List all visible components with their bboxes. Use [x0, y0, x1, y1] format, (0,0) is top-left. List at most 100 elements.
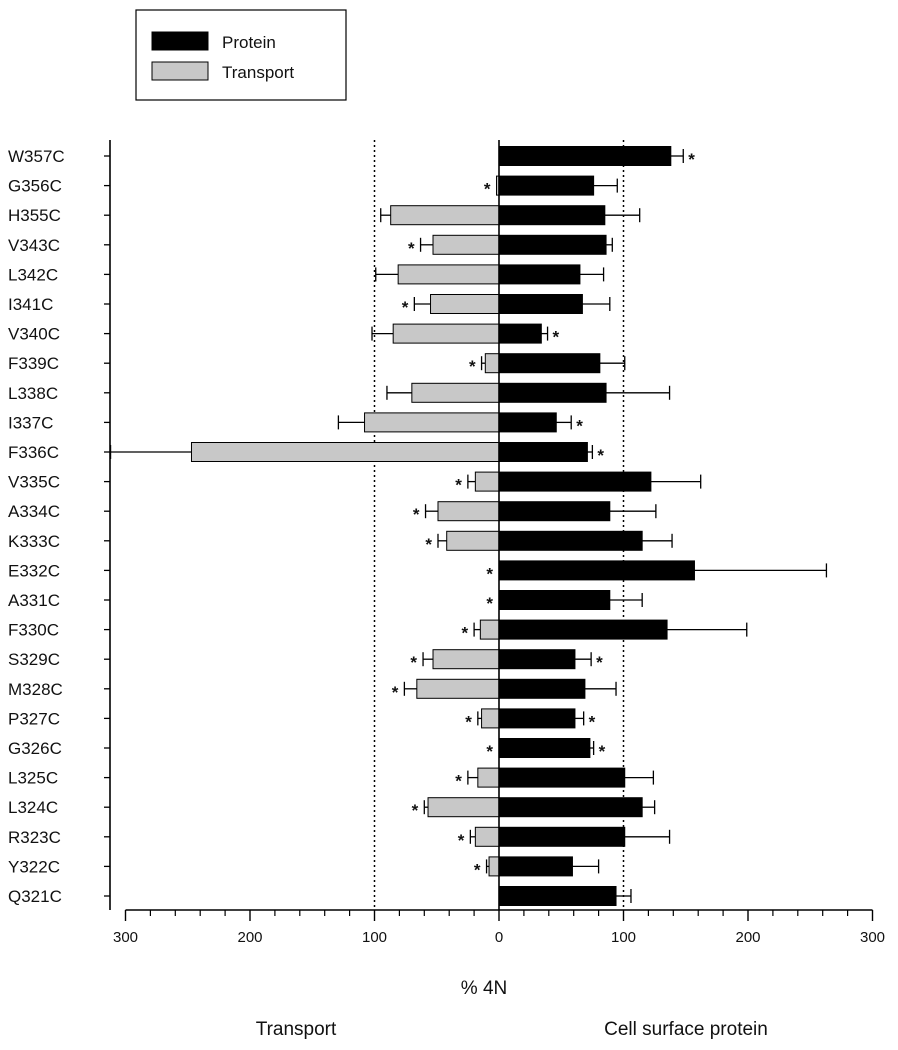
transport-significance-marker: * [474, 860, 481, 879]
category-label: E332C [8, 561, 60, 580]
category-label: K333C [8, 532, 60, 551]
transport-significance-marker: * [484, 180, 491, 199]
x-tick-label: 300 [860, 929, 885, 946]
protein-bar [498, 678, 586, 699]
transport-significance-marker: * [469, 357, 476, 376]
category-label: A331C [8, 591, 60, 610]
category-labels: W357C G356C H355C V343C L342C I341C V340C F339C… [8, 147, 65, 906]
transport-significance-marker: * [465, 712, 472, 731]
transport-significance-marker: * [392, 683, 399, 702]
protein-bar [498, 619, 668, 640]
category-label: S329C [8, 650, 60, 669]
category-label: V343C [8, 236, 60, 255]
protein-significance-marker: * [597, 446, 604, 465]
transport-bar [481, 708, 500, 729]
transport-significance-marker: * [402, 298, 409, 317]
category-label: P327C [8, 709, 60, 728]
category-label: Q321C [8, 887, 62, 906]
protein-bar [498, 797, 643, 818]
protein-bar [498, 294, 583, 314]
transport-significance-marker: * [410, 653, 417, 672]
transport-bar [474, 826, 500, 847]
protein-bar [498, 530, 643, 551]
category-label: Y322C [8, 857, 60, 876]
protein-significance-marker: * [688, 150, 695, 169]
protein-bar [498, 175, 595, 196]
protein-bar [498, 412, 557, 433]
transport-bar [484, 353, 500, 374]
transport-significance-marker: * [486, 742, 493, 761]
protein-significance-marker: * [596, 653, 603, 672]
legend-label-protein: Protein [222, 33, 276, 52]
category-label: G356C [8, 177, 62, 196]
protein-bar [498, 649, 576, 670]
transport-bar [411, 382, 500, 403]
protein-bar [498, 323, 542, 344]
transport-bar [479, 619, 500, 640]
transport-significance-marker: * [486, 594, 493, 613]
category-label: M328C [8, 680, 63, 699]
category-label: F339C [8, 354, 59, 373]
transport-bar [432, 234, 500, 255]
transport-bar [432, 649, 500, 670]
transport-significance-marker: * [455, 772, 462, 791]
category-label: R323C [8, 828, 61, 847]
category-label: F336C [8, 443, 59, 462]
x-tick-label: 100 [611, 929, 636, 946]
axes: 300 200 100 0 100 200 300 [104, 140, 885, 946]
legend: Protein Transport [135, 9, 347, 101]
protein-significance-marker: * [599, 742, 606, 761]
legend-swatch-protein [151, 31, 209, 51]
transport-bar [397, 264, 500, 285]
transport-bar [437, 501, 500, 522]
protein-bar [498, 767, 626, 788]
category-label: I337C [8, 413, 53, 432]
category-label: L325C [8, 769, 58, 788]
transport-significance-marker: * [413, 505, 420, 524]
transport-bar [474, 471, 500, 492]
category-label: I341C [8, 295, 53, 314]
left-side-label: Transport [256, 1019, 337, 1040]
category-label: A334C [8, 502, 60, 521]
transport-significance-marker: * [461, 624, 468, 643]
bars [190, 146, 695, 906]
category-label: L324C [8, 798, 58, 817]
right-side-label: Cell surface protein [604, 1019, 768, 1040]
x-tick-label: 100 [362, 929, 387, 946]
protein-bar [498, 886, 617, 906]
x-tick-label: 200 [237, 929, 262, 946]
transport-bar [364, 412, 500, 433]
x-tick-label: 200 [735, 929, 760, 946]
transport-significance-marker: * [408, 239, 415, 258]
transport-bar [430, 294, 500, 314]
category-label: V340C [8, 325, 60, 344]
transport-significance-marker: * [458, 831, 465, 850]
category-label: L338C [8, 384, 58, 403]
protein-significance-marker: * [553, 328, 560, 347]
legend-label-transport: Transport [222, 63, 294, 82]
protein-significance-marker: * [589, 712, 596, 731]
protein-bar [498, 264, 581, 285]
protein-bar [498, 353, 601, 374]
protein-bar [498, 560, 695, 581]
category-label: F330C [8, 621, 59, 640]
transport-bar [392, 323, 500, 344]
protein-bar [498, 382, 607, 403]
protein-bar [498, 501, 611, 522]
protein-bar [498, 205, 606, 226]
transport-bar [190, 442, 500, 462]
transport-bar [488, 856, 500, 877]
category-label: H355C [8, 206, 61, 225]
protein-bar [498, 590, 611, 610]
transport-bar [427, 797, 500, 818]
error-bars [109, 149, 828, 903]
protein-significance-marker: * [576, 416, 583, 435]
category-label: V335C [8, 473, 60, 492]
category-label: G326C [8, 739, 62, 758]
protein-bar [498, 826, 626, 847]
category-label: W357C [8, 147, 65, 166]
legend-swatch-transport [151, 61, 209, 81]
transport-bar [390, 205, 500, 226]
transport-significance-marker: * [425, 535, 432, 554]
